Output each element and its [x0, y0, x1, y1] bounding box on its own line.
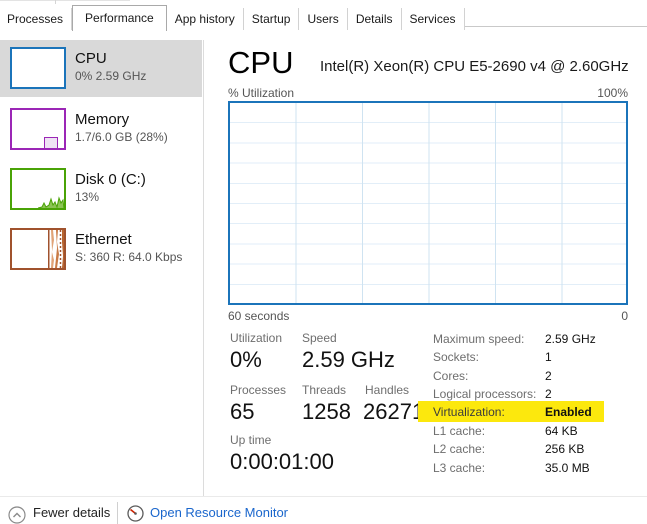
detail-row-l1-cache: L1 cache: 64 KB [433, 424, 578, 438]
maximum-speed-value: 2.59 GHz [545, 332, 596, 346]
ethernet-mini-chart [10, 228, 66, 270]
chart-x-right-label: 0 [621, 309, 628, 323]
chart-y-max-label: 100% [597, 86, 628, 100]
sidebar-cpu-subtitle: 0% 2.59 GHz [75, 69, 147, 83]
l3-cache-value: 35.0 MB [545, 461, 590, 475]
cores-label: Cores: [433, 369, 469, 383]
sidebar-item-memory[interactable]: Memory 1.7/6.0 GB (28%) [0, 101, 202, 157]
chevron-up-circle-icon[interactable] [8, 506, 26, 524]
cores-value: 2 [545, 369, 552, 383]
utilization-label: Utilization [230, 331, 283, 345]
maximum-speed-label: Maximum speed: [433, 332, 525, 346]
l1-cache-label: L1 cache: [433, 424, 486, 438]
speed-label: Speed [302, 331, 337, 345]
threads-value: 1258 [302, 399, 351, 424]
sockets-value: 1 [545, 350, 552, 364]
sockets-label: Sockets: [433, 350, 480, 364]
tab-details[interactable]: Details [347, 8, 402, 30]
sidebar-memory-subtitle: 1.7/6.0 GB (28%) [75, 130, 168, 144]
processes-label: Processes [230, 383, 287, 397]
sidebar-item-disk[interactable]: Disk 0 (C:) 13% [0, 161, 202, 217]
detail-row-cores: Cores: 2 [433, 369, 552, 383]
memory-mini-chart [10, 108, 66, 150]
threads-label: Threads [302, 383, 347, 397]
l3-cache-label: L3 cache: [433, 461, 486, 475]
sidebar-disk-title: Disk 0 (C:) [75, 171, 146, 188]
sidebar-disk-subtitle: 13% [75, 190, 100, 204]
ethernet-activity-icon [48, 230, 64, 268]
footer-divider [117, 502, 118, 524]
resource-monitor-gauge-icon[interactable] [127, 505, 144, 522]
uptime-value: 0:00:01:00 [230, 449, 334, 474]
sidebar-cpu-title: CPU [75, 50, 107, 67]
tab-performance[interactable]: Performance [72, 5, 167, 31]
fewer-details-button[interactable]: Fewer details [33, 505, 111, 520]
handles-value: 26271 [363, 399, 425, 424]
sidebar-ethernet-subtitle: S: 360 R: 64.0 Kbps [75, 250, 183, 264]
detail-row-virtualization: Virtualization: Enabled [433, 405, 592, 419]
tab-services[interactable]: Services [401, 8, 465, 30]
tab-bar: Processes Performance App history Startu… [0, 5, 465, 31]
tab-processes[interactable]: Processes [0, 8, 73, 30]
chart-y-axis-label: % Utilization [228, 86, 295, 100]
detail-row-l2-cache: L2 cache: 256 KB [433, 442, 584, 456]
detail-row-sockets: Sockets: 1 [433, 350, 552, 364]
sidebar-ethernet-title: Ethernet [75, 231, 132, 248]
virtualization-highlight-marker [418, 401, 604, 422]
handles-label: Handles [365, 383, 410, 397]
sidebar-divider [203, 40, 204, 496]
logical-processors-value: 2 [545, 387, 552, 401]
detail-row-maximum-speed: Maximum speed: 2.59 GHz [433, 332, 596, 346]
detail-row-logical-processors: Logical processors: 2 [433, 387, 552, 401]
open-resource-monitor-link[interactable]: Open Resource Monitor [150, 505, 289, 520]
tab-users[interactable]: Users [299, 8, 348, 30]
l2-cache-label: L2 cache: [433, 442, 486, 456]
logical-processors-label: Logical processors: [433, 387, 537, 401]
cpu-model-name: Intel(R) Xeon(R) CPU E5-2690 v4 @ 2.60GH… [320, 58, 629, 75]
page-title: CPU [228, 45, 294, 80]
sidebar-memory-title: Memory [75, 111, 130, 128]
tab-startup[interactable]: Startup [243, 8, 300, 30]
tab-app-history[interactable]: App history [166, 8, 244, 30]
memory-usage-block [44, 137, 58, 148]
sidebar-item-ethernet[interactable]: Ethernet S: 360 R: 64.0 Kbps [0, 221, 202, 279]
menubar-clipped-edge [0, 0, 130, 1]
chart-x-left-label: 60 seconds [228, 309, 290, 323]
speed-value: 2.59 GHz [302, 347, 395, 372]
l2-cache-value: 256 KB [545, 442, 585, 456]
virtualization-value: Enabled [545, 405, 592, 419]
uptime-label: Up time [230, 433, 272, 447]
l1-cache-value: 64 KB [545, 424, 578, 438]
disk-mini-chart [10, 168, 66, 210]
cpu-utilization-chart [228, 101, 628, 305]
menubar-clipped-tick [55, 0, 56, 4]
utilization-value: 0% [230, 347, 262, 372]
cpu-mini-chart [10, 47, 66, 89]
virtualization-label: Virtualization: [433, 405, 505, 419]
disk-activity-spikes-icon [38, 196, 64, 208]
sidebar-item-cpu[interactable]: CPU 0% 2.59 GHz [0, 40, 202, 97]
processes-value: 65 [230, 399, 255, 424]
detail-row-l3-cache: L3 cache: 35.0 MB [433, 461, 590, 475]
footer-separator [0, 496, 647, 497]
